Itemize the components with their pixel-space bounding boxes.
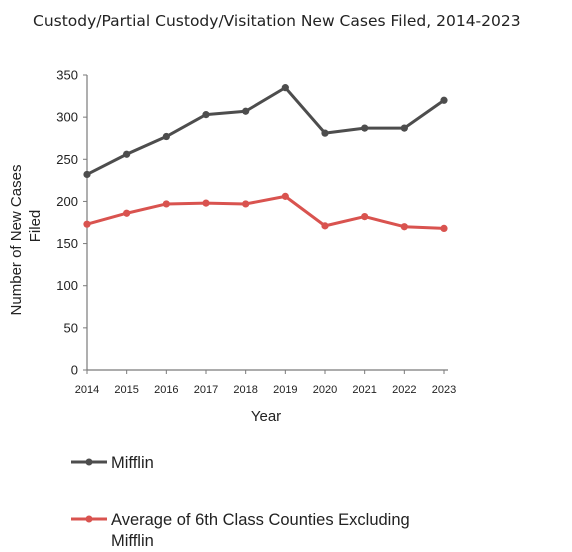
legend-marker-average [85, 515, 93, 523]
series-line-average [86, 194, 445, 230]
x-axis-title: Year [251, 408, 281, 425]
x-tick-label: 2016 [154, 384, 178, 396]
data-point-mifflin [321, 129, 329, 137]
y-tick-label: 300 [56, 110, 78, 125]
data-point-average [281, 192, 289, 200]
legend-marker-mifflin [85, 458, 93, 466]
x-tick-label: 2022 [392, 384, 416, 396]
y-tick-label: 0 [71, 363, 78, 378]
legend-item-average: Average of 6th Class Counties Excluding … [71, 511, 410, 550]
legend-label-average-line1: Average of 6th Class Counties Excluding [111, 511, 410, 529]
series-layer [83, 84, 448, 232]
y-axis-title-line2: Filed [27, 210, 44, 243]
data-point-mifflin [242, 107, 250, 115]
data-point-average [242, 200, 250, 208]
data-point-mifflin [400, 124, 408, 132]
x-tick-label: 2021 [352, 384, 376, 396]
data-point-average [123, 209, 131, 217]
data-point-mifflin [123, 150, 131, 158]
y-tick-label: 200 [56, 194, 78, 209]
x-tick-label: 2019 [273, 384, 297, 396]
data-point-mifflin [202, 111, 210, 119]
y-tick-label: 250 [56, 152, 78, 167]
data-point-average [202, 199, 210, 207]
x-tick-label: 2015 [114, 384, 138, 396]
data-point-average [162, 200, 170, 208]
x-ticks: 2014 2015 2016 2017 2018 2019 2020 2021 2022 2023 [75, 370, 456, 396]
legend-label-mifflin: Mifflin [111, 454, 154, 472]
x-tick-label: 2017 [194, 384, 218, 396]
data-point-mifflin [440, 96, 448, 104]
data-point-mifflin [83, 170, 91, 179]
data-point-average [321, 222, 329, 230]
data-point-mifflin [162, 132, 170, 141]
x-tick-label: 2020 [313, 384, 337, 396]
legend-label-average-line2: Mifflin [111, 532, 154, 550]
y-tick-label: 350 [56, 68, 78, 83]
data-point-mifflin [281, 84, 289, 92]
data-point-mifflin [361, 124, 369, 132]
y-tick-label: 50 [64, 320, 78, 335]
series-line-mifflin [86, 86, 445, 176]
chart-title: Custody/Partial Custody/Visitation New C… [33, 12, 521, 30]
legend: Mifflin Average of 6th Class Counties Ex… [71, 454, 410, 550]
y-tick-label: 150 [56, 236, 78, 251]
data-point-average [400, 223, 408, 231]
x-tick-label: 2014 [75, 384, 99, 396]
y-ticks: 0 50 100 150 200 250 300 350 [56, 68, 87, 378]
x-tick-label: 2018 [233, 384, 257, 396]
legend-item-mifflin: Mifflin [71, 454, 154, 472]
data-point-average [361, 213, 369, 221]
y-axis-title-line1: Number of New Cases [8, 165, 25, 316]
data-point-average [83, 220, 91, 228]
x-tick-label: 2023 [432, 384, 456, 396]
data-point-average [440, 224, 448, 232]
y-tick-label: 100 [56, 278, 78, 293]
